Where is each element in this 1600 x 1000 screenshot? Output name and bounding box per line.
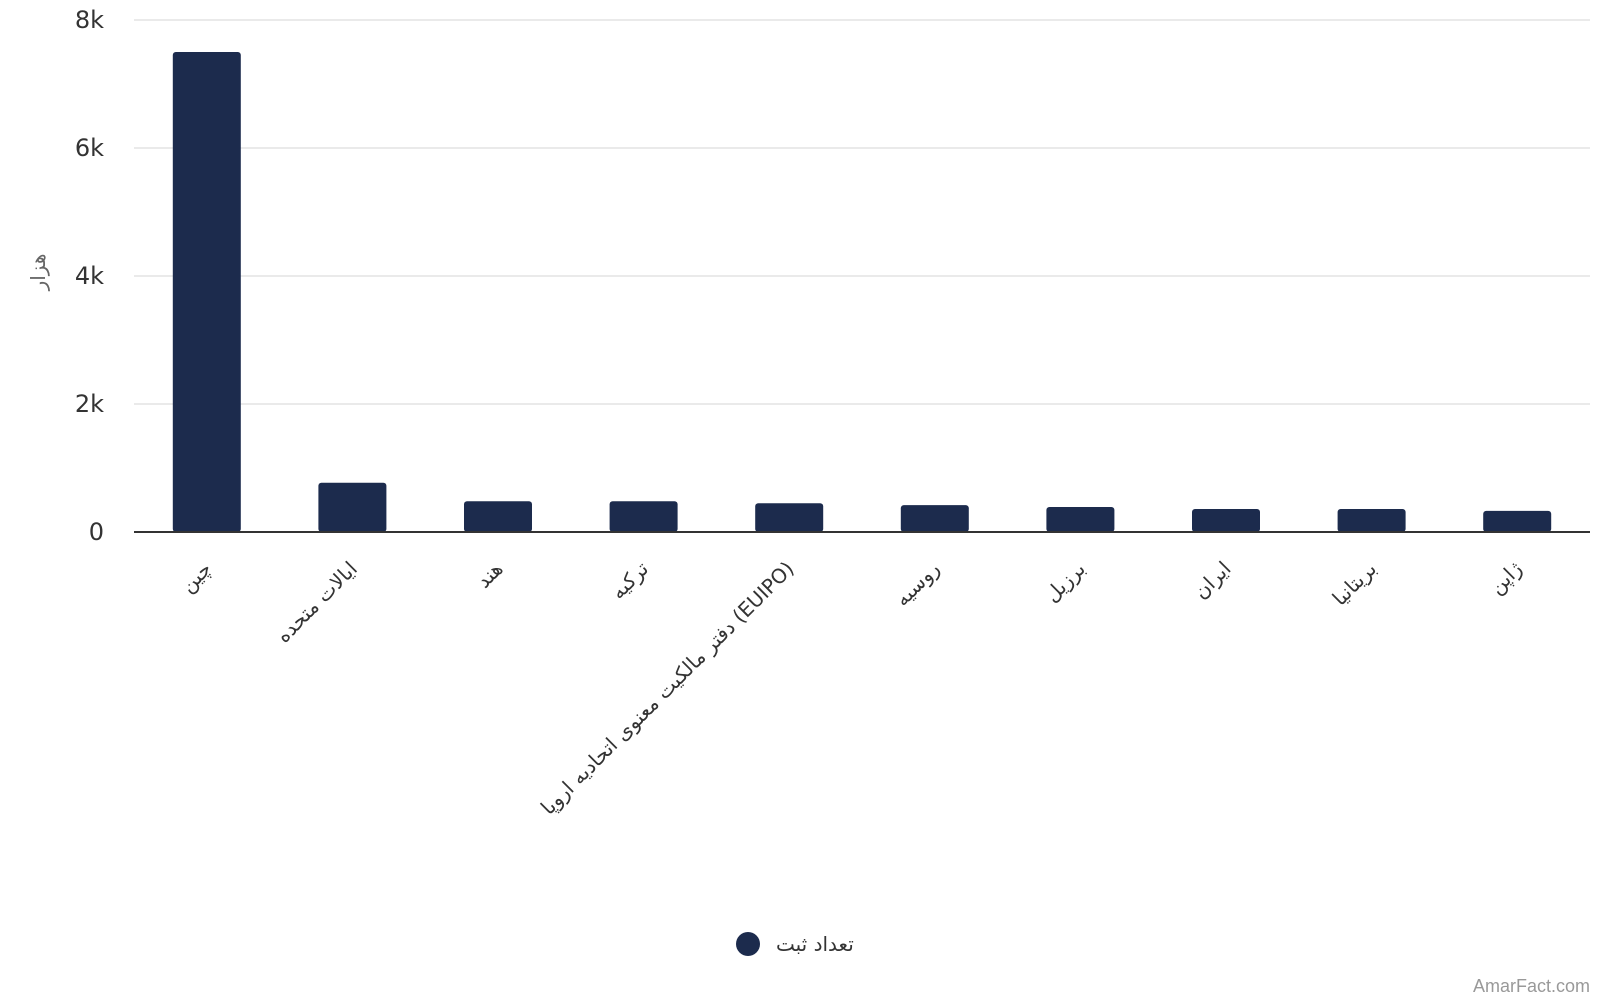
legend[interactable]: تعداد ثبت [736,932,854,956]
x-tick-label: دفتر مالکیت معنوی اتحادیه اروپا (EUIPO) [536,557,800,821]
x-tick-label: ایالات متحده [271,557,362,648]
bar[interactable] [609,501,678,532]
x-tick-label: ترکیه [606,557,653,604]
bar[interactable] [464,501,532,532]
gridlines [134,19,1590,405]
x-tick-label: ایران [1189,557,1236,604]
y-tick-label: 4k [75,262,104,290]
bar[interactable] [318,482,387,532]
y-axis-ticks: 0 2k 4k 6k 8k [75,6,104,546]
bars [172,52,1552,532]
y-tick-label: 0 [89,518,104,546]
y-axis-label: هزار [26,254,50,292]
x-tick-label: هند [471,557,507,593]
bar[interactable] [1483,510,1552,532]
legend-marker [736,932,760,956]
y-tick-label: 8k [75,6,104,34]
y-tick-label: 6k [75,134,104,162]
x-tick-label: برزیل [1040,557,1090,607]
bar[interactable] [172,52,241,532]
x-tick-label: روسیه [890,557,944,611]
legend-label: تعداد ثبت [776,932,854,956]
bar[interactable] [1192,508,1260,532]
x-tick-label: چین [176,557,217,598]
bar[interactable] [755,503,824,532]
watermark: AmarFact.com [1473,976,1590,996]
x-tick-label: بریتانیا [1327,557,1381,611]
x-tick-label: ژاپن [1484,557,1527,600]
bar[interactable] [1337,508,1406,532]
y-tick-label: 2k [75,390,104,418]
bar[interactable] [1046,507,1115,532]
bar[interactable] [900,505,969,532]
